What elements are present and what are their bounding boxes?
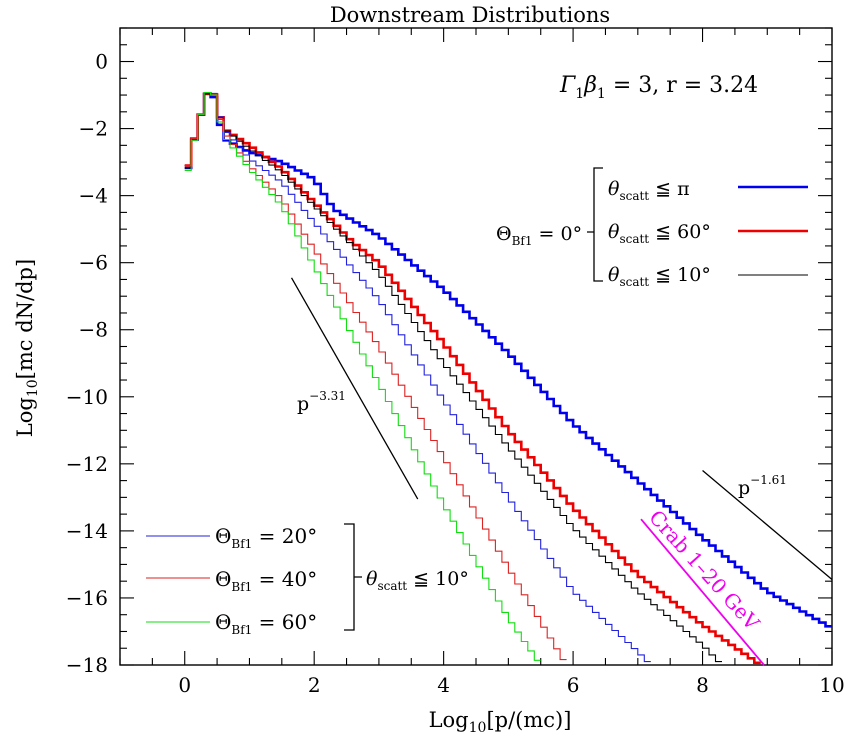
slope-flat-label: p−1.61	[738, 473, 787, 499]
legend-bottom-entry-3: ΘBf1 = 60°	[215, 610, 317, 637]
series-line-4	[184, 91, 651, 663]
x-tick-label: 4	[437, 673, 450, 697]
reference-lines	[290, 277, 833, 666]
chart-title: Downstream Distributions	[330, 3, 610, 27]
x-axis-label: Log10[p/(mc)]	[429, 708, 572, 736]
series-layer	[184, 91, 832, 665]
y-tick-label: 0	[95, 50, 108, 74]
reference-line-slope-3.31	[290, 277, 419, 500]
y-tick-label: −4	[79, 184, 108, 208]
y-tick-label: −14	[66, 519, 108, 543]
y-tick-label: −2	[79, 117, 108, 141]
legend-top-entry-3: θscatt ≦ 10°	[608, 264, 711, 289]
x-tick-label: 10	[819, 673, 844, 697]
slope-steep-label: p−3.31	[297, 389, 346, 415]
y-tick-label: −6	[79, 251, 108, 275]
tick-marks: 0 2 4 6 8 10 0 −2 −4 −6 −8 −10 −12 −14 −16 −18	[66, 27, 845, 697]
y-tick-label: −8	[79, 318, 108, 342]
reference-line-slope-1.61	[702, 470, 833, 581]
x-tick-label: 0	[178, 673, 191, 697]
legend-top-entry-2: θscatt ≦ 60°	[608, 221, 711, 246]
y-axis-label: Log10[mc dN/dp]	[13, 259, 41, 437]
legend-bottom-entry-1: ΘBf1 = 20°	[215, 524, 317, 551]
y-tick-label: −16	[66, 586, 108, 610]
crab-label: Crab 1–20 GeV	[644, 505, 764, 635]
series-line-6	[184, 91, 541, 661]
legend-top: ΘBf1 = 0° θscatt ≦ π θscatt ≦ 60° θscatt…	[496, 167, 808, 289]
x-tick-label: 8	[696, 673, 709, 697]
legend-bottom-group: θscatt ≦ 10°	[366, 568, 469, 593]
legend-top-brace	[587, 167, 603, 282]
x-tick-label: 6	[567, 673, 580, 697]
legend-bottom-brace	[344, 523, 362, 631]
legend-bottom-entry-2: ΘBf1 = 40°	[215, 567, 317, 594]
y-tick-label: −18	[66, 653, 108, 677]
y-tick-label: −12	[66, 452, 108, 476]
x-tick-label: 2	[308, 673, 321, 697]
series-line-1	[184, 92, 832, 628]
reference-line-crab	[640, 518, 765, 666]
series-line-3	[184, 93, 722, 663]
params-label: Γ1β1 = 3, r = 3.24	[559, 73, 758, 102]
legend-bottom: ΘBf1 = 20° ΘBf1 = 40° ΘBf1 = 60° θscatt …	[146, 523, 469, 637]
y-tick-label: −10	[66, 385, 108, 409]
legend-top-entry-1: θscatt ≦ π	[608, 178, 690, 203]
legend-top-angle: ΘBf1 = 0°	[496, 223, 582, 248]
